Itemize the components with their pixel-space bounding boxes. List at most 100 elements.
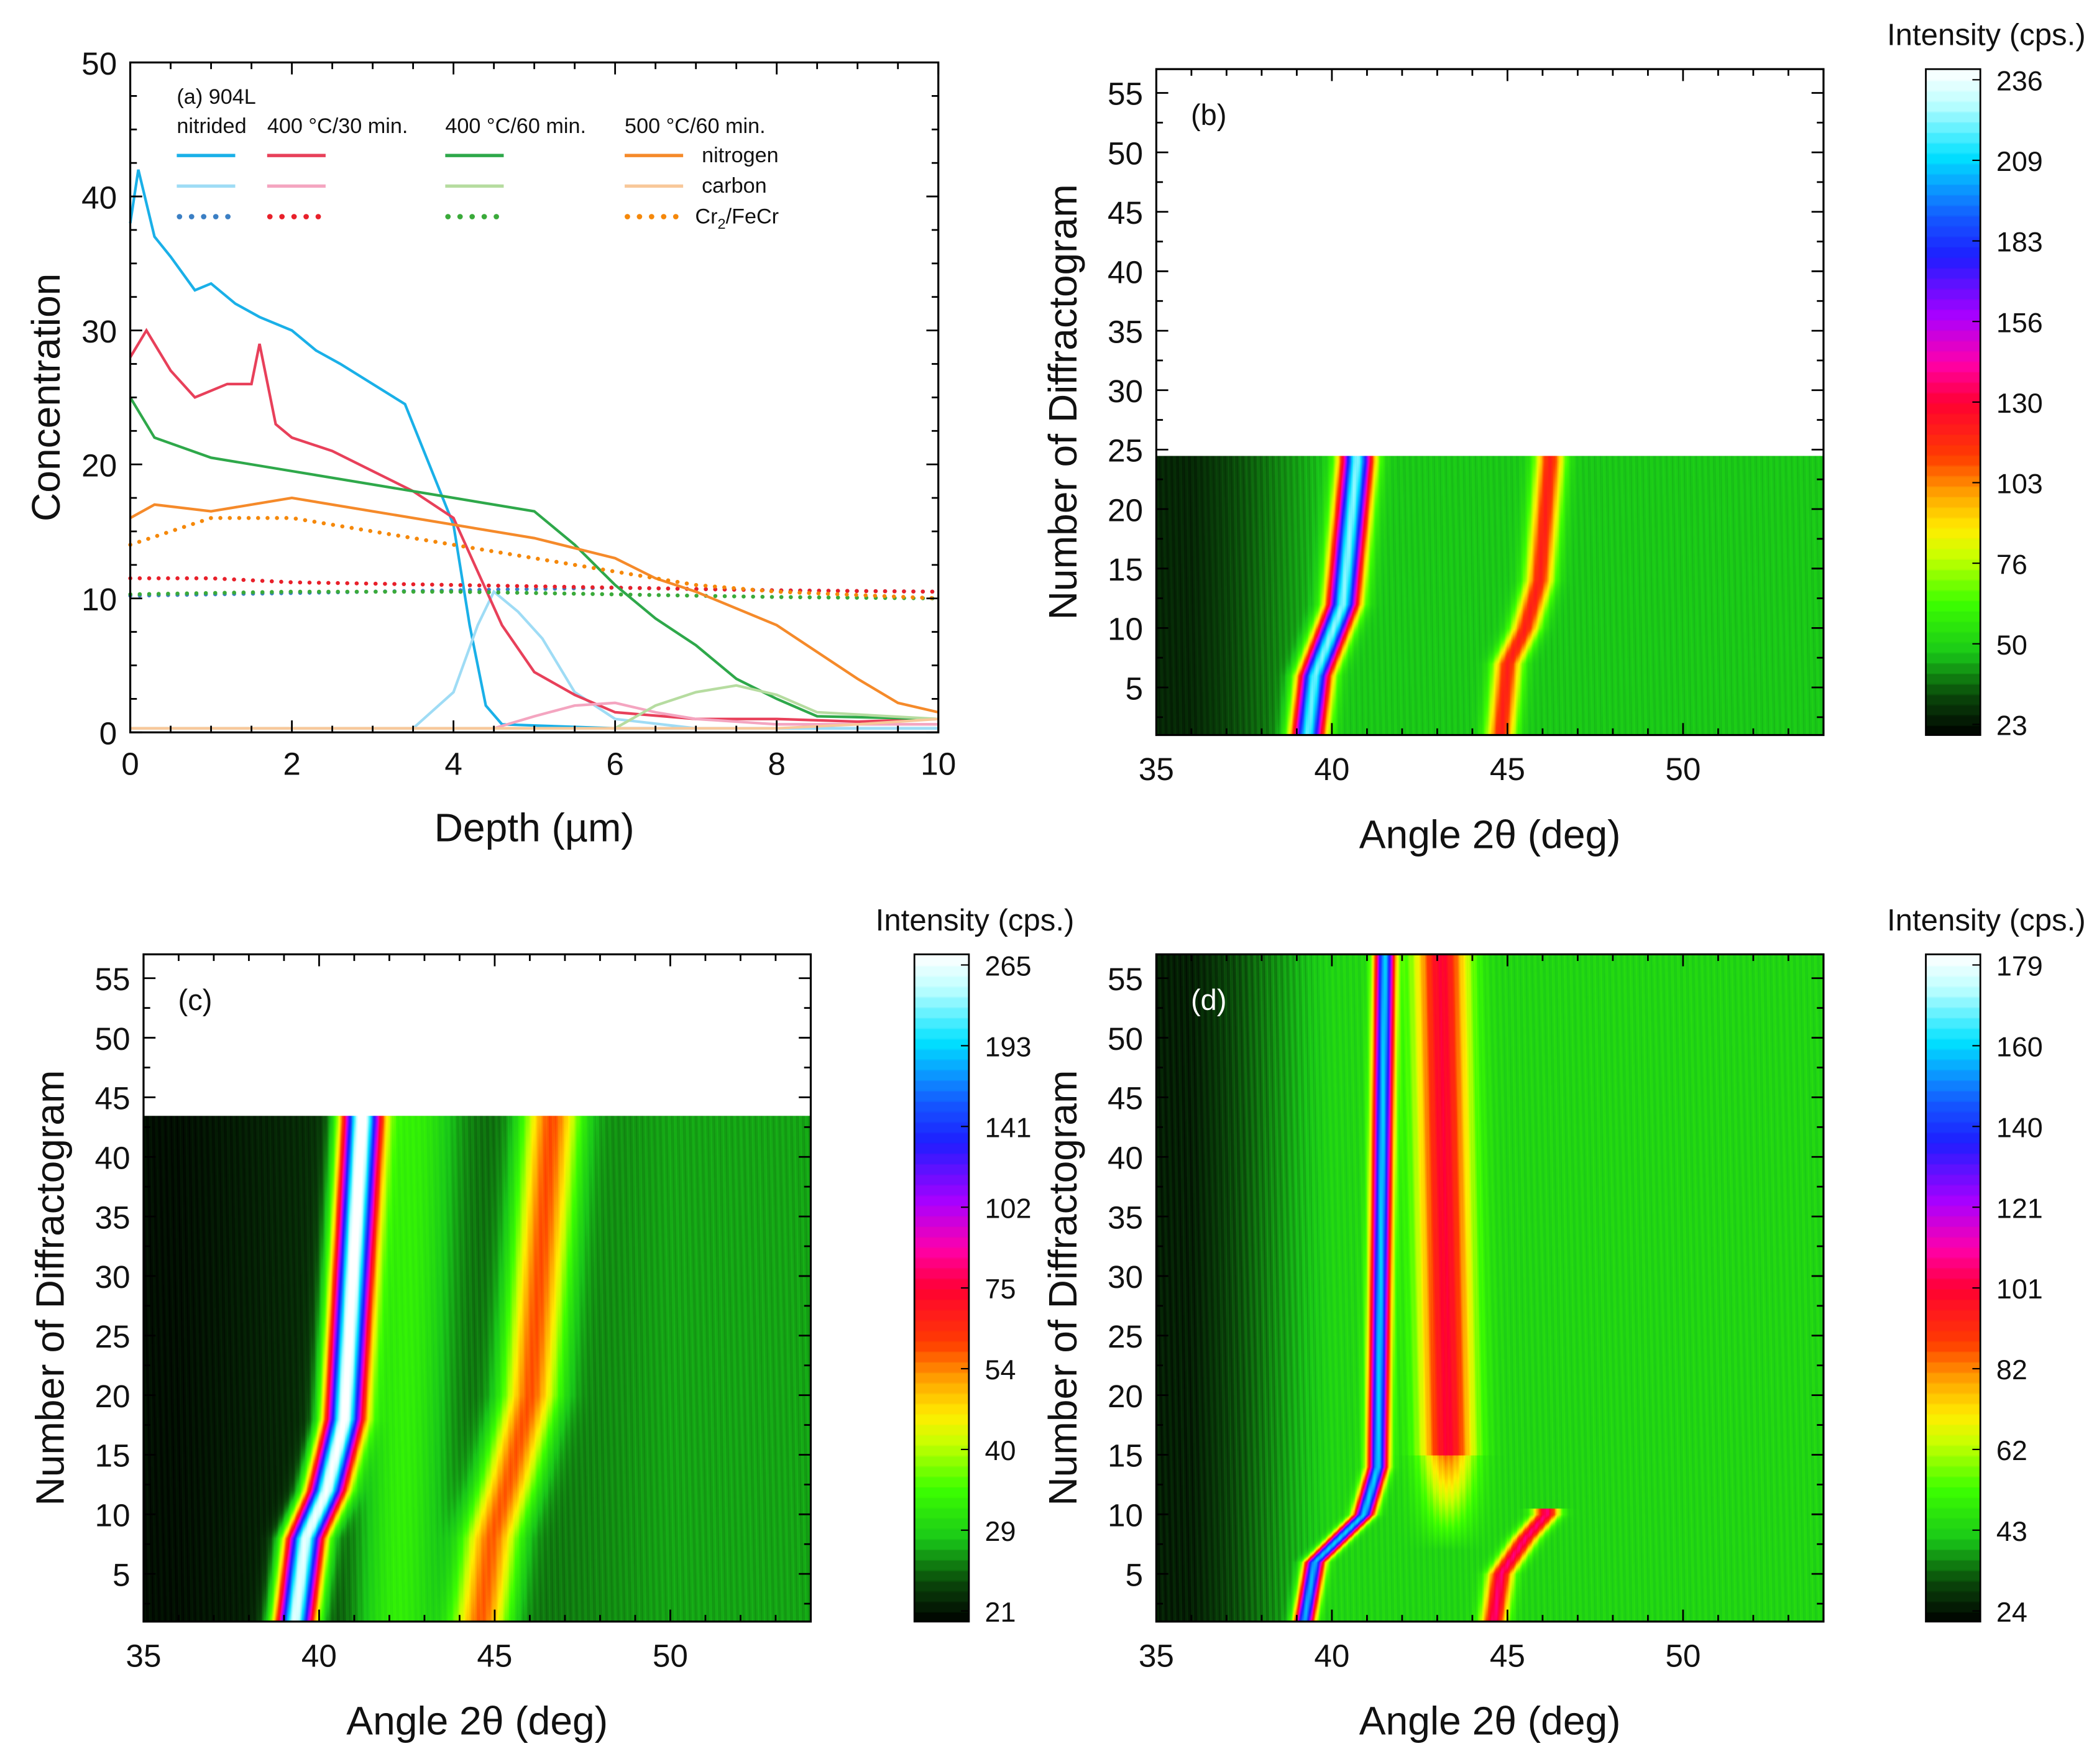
y-tick-label: 40: [94, 1140, 130, 1175]
x-tick-label: 40: [1314, 1638, 1349, 1674]
x-tick-label: 0: [121, 746, 139, 782]
y-tick-label: 15: [94, 1438, 130, 1474]
x-tick-label: 35: [1139, 751, 1174, 787]
y-tick-label: 55: [1108, 962, 1143, 997]
x-tick-label: 40: [301, 1638, 337, 1674]
colorbar-tick-label: 76: [1996, 548, 2027, 580]
colorbar-d: [1926, 954, 1981, 1622]
y-tick-label: 5: [1125, 1557, 1143, 1592]
y-axis-label: Number of Diffractogram: [1040, 1070, 1085, 1506]
y-tick-label: 35: [94, 1200, 130, 1235]
y-tick-label: 55: [94, 962, 130, 997]
colorbar-tick-label: 75: [985, 1273, 1016, 1305]
x-tick-label: 50: [1665, 1638, 1701, 1674]
y-tick-label: 30: [94, 1259, 130, 1295]
x-tick-label: 45: [1490, 1638, 1525, 1674]
heatmap-image-d: [1156, 954, 1824, 1622]
colorbar-tick-label: 130: [1996, 387, 2043, 419]
y-tick-label: 0: [99, 716, 117, 751]
colorbar-frame: [1925, 68, 1981, 736]
y-tick-label: 45: [1108, 1081, 1143, 1116]
x-tick-label: 50: [653, 1638, 688, 1674]
y-tick-label: 50: [94, 1021, 130, 1057]
y-axis-label: Concentration: [24, 273, 68, 521]
x-axis-label: Angle 2θ (deg): [1359, 812, 1621, 857]
x-tick-label: 35: [1139, 1638, 1174, 1674]
colorbar-tick-label: 43: [1996, 1515, 2027, 1547]
y-tick-label: 35: [1108, 314, 1143, 349]
colorbar-tick-label: 160: [1996, 1031, 2043, 1062]
colorbar-frame: [1925, 953, 1981, 1623]
y-tick-label: 25: [1108, 433, 1143, 469]
colorbar-tick-label: 103: [1996, 468, 2043, 500]
colorbar-tick-label: 101: [1996, 1273, 2043, 1305]
colorbar-tick-label: 121: [1996, 1192, 2043, 1224]
y-tick-label: 5: [112, 1557, 131, 1592]
y-tick-label: 30: [81, 314, 117, 349]
y-tick-label: 10: [81, 582, 117, 617]
panel-annotation: (b): [1191, 98, 1226, 131]
colorbar-tick-label: 236: [1996, 65, 2043, 96]
colorbar-tick-label: 82: [1996, 1354, 2027, 1385]
colorbar-label: Intensity (cps.): [1887, 903, 2084, 937]
y-tick-label: 45: [1108, 195, 1143, 231]
series-line-8: [128, 589, 940, 600]
colorbar-tick-label: 102: [985, 1192, 1032, 1224]
colorbar-label: Intensity (cps.): [1887, 18, 2084, 52]
legend-row-label: nitrogen: [702, 144, 779, 167]
x-tick-label: 8: [768, 746, 786, 782]
y-tick-label: 10: [1108, 612, 1143, 647]
x-tick-label: 45: [477, 1638, 512, 1674]
x-tick-label: 35: [126, 1638, 161, 1674]
series-line-3: [129, 328, 939, 724]
series-line-7: [130, 684, 939, 730]
legend-column-header: nitrided: [177, 114, 246, 138]
x-tick-label: 40: [1314, 751, 1349, 787]
x-tick-label: 6: [606, 746, 624, 782]
heatmap-image-c: [143, 954, 811, 1622]
y-tick-label: 10: [94, 1498, 130, 1533]
legend-column-header: 400 °C/30 min.: [267, 114, 408, 138]
colorbar-tick-label: 50: [1996, 629, 2027, 661]
colorbar-tick-label: 156: [1996, 306, 2043, 338]
colorbar-tick-label: 265: [985, 950, 1032, 982]
colorbar-tick-label: 40: [985, 1435, 1016, 1466]
colorbar-tick-label: 193: [985, 1031, 1032, 1062]
series-line-0: [129, 169, 939, 730]
panel-annotation: (a) 904L: [177, 85, 255, 109]
x-tick-label: 45: [1490, 751, 1525, 787]
series-line-2: [128, 586, 940, 598]
y-tick-label: 30: [1108, 374, 1143, 409]
y-tick-label: 20: [94, 1379, 130, 1414]
panel-annotation: (d): [1191, 983, 1226, 1016]
y-tick-label: 40: [1108, 1140, 1143, 1175]
y-tick-label: 30: [1108, 1259, 1143, 1295]
y-tick-label: 20: [81, 448, 117, 483]
y-tick-label: 20: [1108, 492, 1143, 528]
y-tick-label: 45: [94, 1081, 130, 1116]
legend-row-label: Cr2/FeCr: [695, 204, 779, 232]
y-tick-label: 50: [1108, 1021, 1143, 1057]
y-tick-label: 20: [1108, 1379, 1143, 1414]
series-line-9: [129, 496, 939, 714]
colorbar-tick-label: 62: [1996, 1435, 2027, 1466]
x-axis-label: Depth (µm): [434, 806, 635, 850]
y-tick-label: 10: [1108, 1498, 1143, 1533]
y-tick-label: 15: [1108, 552, 1143, 587]
y-tick-label: 35: [1108, 1200, 1143, 1235]
y-tick-label: 55: [1108, 76, 1143, 112]
colorbar-tick-label: 21: [985, 1596, 1016, 1628]
colorbar-c: [914, 954, 969, 1622]
colorbar-b: [1926, 69, 1981, 735]
x-axis-label: Angle 2θ (deg): [346, 1699, 608, 1743]
series-line-4: [130, 701, 939, 730]
colorbar-tick-label: 183: [1996, 226, 2043, 258]
y-tick-label: 5: [1125, 671, 1143, 706]
x-tick-label: 10: [920, 746, 956, 782]
legend-column-header: 400 °C/60 min.: [445, 114, 586, 138]
panel-c-frame: [142, 953, 812, 1623]
colorbar-tick-label: 179: [1996, 950, 2043, 982]
panel-a-frame: [129, 61, 940, 733]
